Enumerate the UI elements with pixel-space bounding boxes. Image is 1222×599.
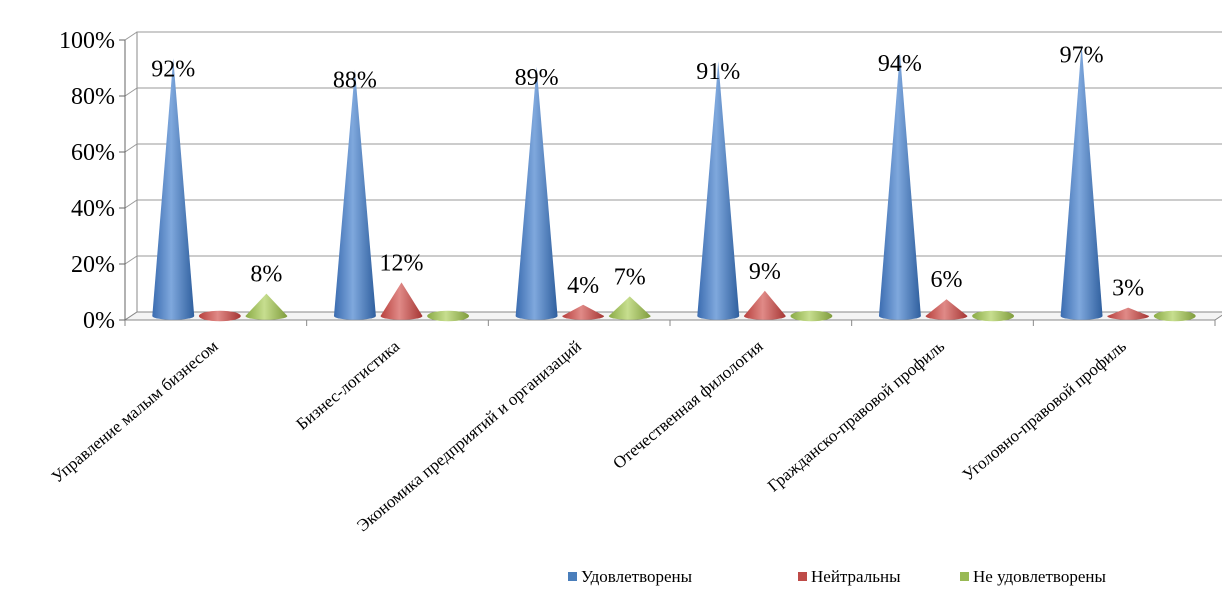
cone-не-удовлетворены-5 <box>972 310 1015 322</box>
legend-swatch <box>568 572 577 581</box>
data-marks <box>152 44 1196 322</box>
data-label-удовлетворены-3: 89% <box>515 65 559 91</box>
legend: Удовлетворены Нейтральны Не удовлетворены <box>568 567 1106 586</box>
y-tick-label: 20% <box>71 252 115 278</box>
data-label-удовлетворены-2: 88% <box>333 68 377 94</box>
y-tick-label: 60% <box>71 140 115 166</box>
gridline <box>124 255 1222 265</box>
cone-нейтральны-2 <box>380 282 423 320</box>
legend-swatch <box>798 572 807 581</box>
cone-удовлетворены-3 <box>515 66 558 320</box>
data-label-удовлетворены-4: 91% <box>696 59 740 85</box>
cone-не-удовлетворены-1 <box>245 293 288 320</box>
cone-удовлетворены-1 <box>152 58 195 320</box>
category-label-6: Уголовно-правовой профиль <box>959 336 1130 484</box>
category-label-3: Экономика предприятий и организаций <box>353 337 585 536</box>
legend-item-удовлетворены: Удовлетворены <box>568 567 693 586</box>
y-tick-label: 40% <box>71 196 115 222</box>
data-label-удовлетворены-5: 94% <box>878 51 922 77</box>
y-tick-label: 100% <box>59 28 115 54</box>
y-tick-label: 0% <box>83 308 115 334</box>
legend-label: Не удовлетворены <box>973 567 1106 586</box>
data-label-не-удовлетворены-3: 7% <box>614 264 646 290</box>
category-label-2: Бизнес-логистика <box>293 336 404 433</box>
cone-не-удовлетворены-4 <box>790 310 833 322</box>
y-axis-ticks: 0% 20% 40% 60% 80% 100% <box>59 28 126 334</box>
cone-нейтральны-6 <box>1107 307 1150 320</box>
legend-label: Нейтральны <box>811 567 901 586</box>
cone-нейтральны-3 <box>562 304 605 320</box>
data-label-нейтральны-3: 4% <box>567 273 599 299</box>
gridline <box>124 31 1222 41</box>
cone-не-удовлетворены-6 <box>1153 310 1196 322</box>
gridline <box>124 143 1222 153</box>
cone-нейтральны-1 <box>198 310 241 322</box>
gridline <box>124 87 1222 97</box>
data-label-нейтральны-5: 6% <box>931 267 963 293</box>
y-tick-label: 80% <box>71 84 115 110</box>
data-label-нейтральны-6: 3% <box>1112 276 1144 302</box>
cone-удовлетворены-6 <box>1060 44 1103 320</box>
back-wall-outline <box>124 31 1222 321</box>
category-label-4: Отечественная филология <box>609 336 766 472</box>
cone-удовлетворены-5 <box>878 52 921 320</box>
data-label-нейтральны-4: 9% <box>749 259 781 285</box>
gridlines <box>123 31 1222 326</box>
cone-удовлетворены-2 <box>333 69 376 320</box>
data-label-нейтральны-2: 12% <box>380 250 424 276</box>
legend-item-не-удовлетворены: Не удовлетворены <box>960 567 1106 586</box>
floor <box>123 311 1222 321</box>
cone-нейтральны-5 <box>925 299 968 320</box>
data-label-удовлетворены-1: 92% <box>151 56 195 82</box>
legend-label: Удовлетворены <box>581 567 693 586</box>
cone-нейтральны-4 <box>743 290 786 320</box>
data-label-удовлетворены-6: 97% <box>1060 42 1104 68</box>
data-label-не-удовлетворены-1: 8% <box>250 262 282 288</box>
data-labels: 92% 8% 88% 12% 89% 4% 7% 91% 9% 94% 6% 97% 3% <box>151 42 1144 301</box>
cone-удовлетворены-4 <box>697 61 740 320</box>
cone-не-удовлетворены-3 <box>608 296 651 320</box>
category-label-1: Управление малым бизнесом <box>48 336 222 486</box>
gridline <box>124 199 1222 209</box>
category-label-5: Гражданско-правовой профиль <box>764 336 949 495</box>
legend-item-нейтральны: Нейтральны <box>798 567 901 586</box>
category-labels: Управление малым бизнесом Бизнес-логистик… <box>48 336 1130 535</box>
legend-swatch <box>960 572 969 581</box>
cone-не-удовлетворены-2 <box>427 310 470 322</box>
